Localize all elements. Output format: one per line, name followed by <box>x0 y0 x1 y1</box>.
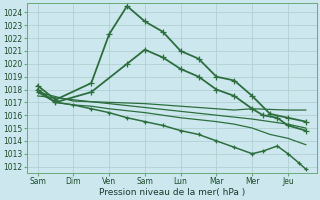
X-axis label: Pression niveau de la mer( hPa ): Pression niveau de la mer( hPa ) <box>99 188 245 197</box>
